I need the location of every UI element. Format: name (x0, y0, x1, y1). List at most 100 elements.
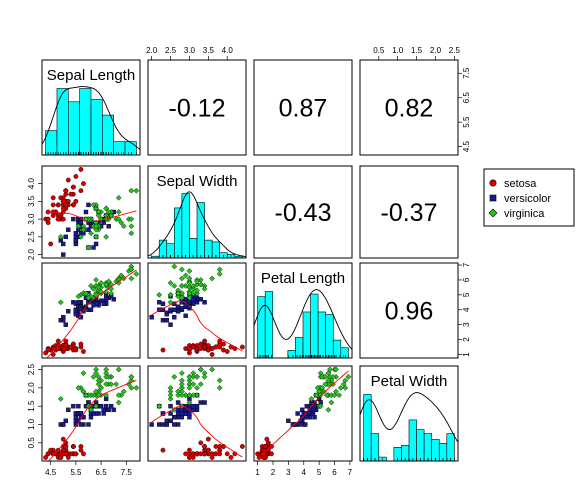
point-virginica (118, 219, 125, 226)
point-virginica (171, 283, 178, 289)
histogram-bar (113, 141, 126, 155)
axis-tick-label: 5 (317, 468, 322, 477)
point-versicolor (290, 422, 296, 427)
point-virginica (186, 294, 193, 301)
point-versicolor (160, 301, 166, 306)
point-setosa (160, 447, 166, 453)
point-virginica (108, 290, 115, 297)
point-setosa (81, 451, 86, 457)
point-versicolor (164, 418, 169, 424)
histogram-bar (90, 99, 103, 155)
smoother-line (46, 269, 137, 358)
axis-tick-label: 2.5 (165, 46, 177, 55)
point-setosa (65, 455, 71, 460)
correlation-label: -0.37 (381, 199, 438, 227)
panel-2-3: 0.96 (359, 262, 459, 359)
panel-3-0-content (43, 366, 140, 461)
point-virginica (337, 384, 344, 391)
point-setosa (63, 202, 69, 208)
point-versicolor (63, 418, 68, 424)
point-virginica (120, 223, 127, 230)
panel-3-1 (147, 365, 247, 462)
point-versicolor (88, 307, 94, 312)
point-virginica (118, 272, 125, 279)
histogram-bar (310, 293, 319, 358)
point-virginica (93, 403, 99, 410)
point-setosa (50, 352, 56, 357)
legend-label-versicolor: versicolor (504, 193, 551, 205)
point-virginica (178, 294, 185, 301)
point-virginica (95, 381, 102, 388)
panel-0-2: 0.87 (253, 59, 353, 156)
point-versicolor (76, 403, 81, 409)
histogram-bar (431, 439, 440, 461)
point-virginica (167, 392, 174, 399)
panel-2-3-border (359, 262, 459, 359)
correlation-label: -0.12 (169, 95, 226, 123)
point-virginica (186, 392, 193, 399)
point-virginica (209, 366, 216, 373)
point-virginica (178, 388, 185, 395)
panel-1-0 (41, 165, 141, 259)
panel-1-1-border (147, 165, 247, 259)
point-setosa (65, 177, 71, 183)
point-virginica (342, 384, 349, 391)
point-versicolor (83, 209, 89, 215)
point-virginica (186, 384, 193, 391)
axis-tick-label: 5 (462, 292, 471, 297)
point-setosa (58, 195, 64, 201)
point-versicolor (179, 414, 185, 420)
point-virginica (128, 373, 135, 380)
point-virginica (186, 268, 193, 274)
panel-0-0-border (41, 59, 141, 156)
point-setosa (48, 447, 54, 453)
point-virginica (201, 373, 208, 380)
point-versicolor (168, 307, 173, 312)
point-virginica (128, 384, 135, 391)
point-virginica (178, 392, 185, 399)
point-setosa (205, 343, 211, 348)
point-versicolor (101, 301, 106, 306)
point-setosa (239, 344, 245, 350)
panel-0-1-border (147, 59, 247, 156)
axis-tick-label: 3.0 (27, 213, 36, 225)
point-versicolor (168, 411, 173, 416)
point-setosa (50, 202, 56, 208)
point-setosa (68, 344, 74, 350)
point-virginica (90, 202, 97, 208)
point-setosa (261, 451, 267, 457)
point-versicolor (101, 407, 106, 413)
point-virginica (190, 381, 197, 388)
point-virginica (115, 194, 122, 201)
axis-tick-label: 2 (462, 337, 471, 342)
point-virginica (156, 403, 163, 410)
point-virginica (75, 384, 82, 391)
legend-entry-virginica: virginica (488, 208, 545, 220)
point-virginica (103, 373, 110, 380)
axis-tick-label: 5.5 (462, 116, 471, 128)
point-setosa (60, 346, 66, 351)
point-virginica (178, 370, 185, 377)
point-virginica (115, 209, 122, 215)
histogram-bar (196, 202, 205, 258)
point-virginica (313, 392, 319, 399)
point-setosa (43, 455, 49, 460)
point-virginica (197, 281, 204, 288)
point-virginica (95, 212, 102, 219)
point-versicolor (175, 400, 181, 405)
point-virginica (57, 395, 64, 402)
point-setosa (68, 191, 74, 197)
point-virginica (93, 388, 99, 395)
histogram-bar (340, 347, 349, 358)
point-virginica (95, 284, 102, 291)
point-virginica (75, 223, 82, 230)
point-virginica (336, 392, 343, 399)
point-virginica (175, 392, 181, 399)
legend-entry-setosa: setosa (489, 178, 537, 190)
point-setosa (70, 202, 76, 208)
point-virginica (194, 392, 200, 399)
panel-0-3: 0.82 (359, 59, 459, 156)
point-virginica (171, 263, 178, 270)
point-virginica (113, 381, 120, 388)
smoother-line (257, 370, 349, 459)
